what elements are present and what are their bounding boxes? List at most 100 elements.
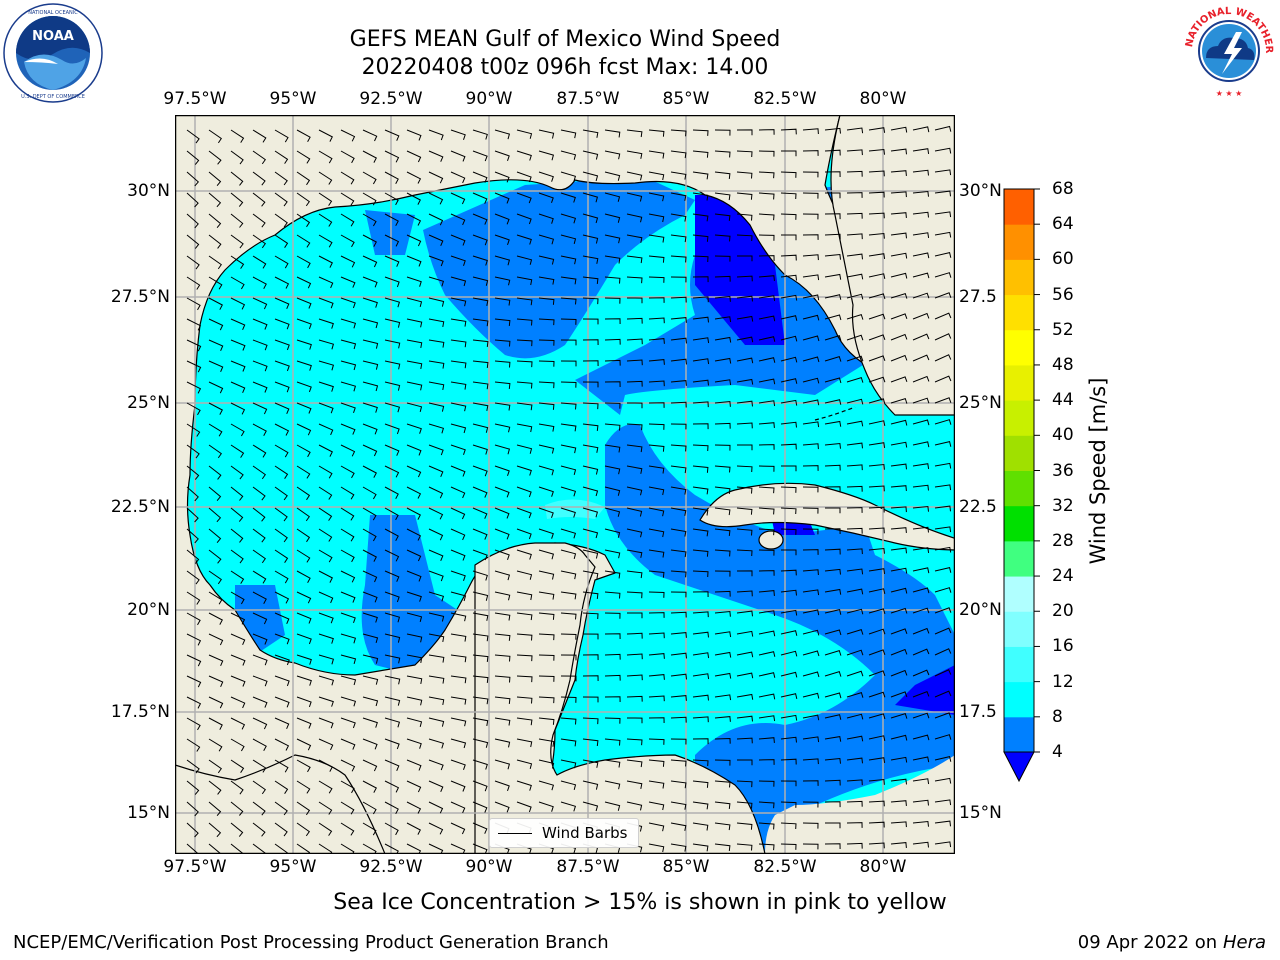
wind-barb [692,234,709,242]
wind-barb [670,738,687,745]
wind-barb [626,276,643,284]
wind-barb [692,150,709,158]
wind-barb [560,129,577,139]
wind-barb [340,171,355,185]
wind-barb [560,339,577,346]
wind-barb [648,234,665,243]
wind-barb [560,528,577,539]
wind-barb [208,570,222,585]
wind-barb [912,211,929,218]
wind-barb [846,127,864,134]
wind-barb [406,192,421,205]
wind-barb [736,737,753,744]
wind-barb [384,339,401,349]
wind-barb [714,590,731,597]
wind-barb [714,759,731,766]
wind-barb [494,486,510,498]
wind-barb [824,294,842,300]
wind-barb [736,422,753,429]
wind-barb [890,252,908,259]
wind-barb [318,780,333,794]
wind-barb [516,486,532,498]
wind-barb [560,717,577,725]
wind-barb [780,780,797,787]
wind-barb [912,820,929,827]
wind-barb [802,507,819,514]
wind-barb [802,294,820,301]
wind-barb [384,780,400,793]
wind-barb [494,192,510,204]
wind-barb [472,465,488,477]
wind-barb [714,843,731,851]
wind-barb [780,650,798,657]
wind-barb [252,654,268,666]
wind-barb [472,507,488,519]
wind-barb [626,129,643,138]
wind-barb [428,444,444,456]
colorbar-under-arrow [1003,751,1035,783]
wind-barb [538,738,555,747]
wind-barb [494,360,511,368]
colorbar-band [1004,470,1034,507]
wind-barb [714,737,731,744]
wind-barb [934,292,952,299]
wind-barb [406,759,422,771]
wind-barb [736,486,753,494]
wind-barb [362,738,378,750]
wind-barb [758,780,775,787]
wind-barb [780,736,797,743]
wind-barb [714,336,732,343]
wind-barb [494,129,511,140]
wind-barb [538,654,555,661]
wind-barb [736,378,754,385]
wind-barb [604,738,621,746]
wind-barb [582,507,599,518]
wind-barb [736,150,753,158]
wind-barb [670,591,687,598]
wind-barb [714,213,731,221]
wind-barb [648,192,665,202]
wind-barb [252,486,266,501]
wind-barb [781,234,797,241]
wind-barb [472,423,489,433]
wind-barb [230,255,245,269]
wind-barb [538,318,555,326]
wind-barb [318,549,333,563]
wind-barb [516,507,532,519]
wind-barb [472,360,489,368]
wind-barb [890,126,908,133]
wind-barb [296,486,311,501]
wind-barb [494,696,511,704]
wind-barb [714,507,731,516]
wind-barb [516,339,533,347]
wind-barb [296,633,312,645]
wind-barb [934,755,952,762]
wind-barb [318,591,334,604]
wind-barb [868,293,886,300]
wind-barb [186,402,201,416]
wind-barb [384,591,400,603]
wind-barb [846,568,864,575]
wind-barb [252,297,268,310]
wind-barb [472,486,488,498]
lat-tick-right: 20°N [959,600,1002,620]
wind-barb [582,717,599,725]
wind-barb [362,486,377,500]
wind-barb [846,355,864,362]
wind-barb [670,673,687,680]
lat-tick-right: 17.5 [959,702,997,722]
wind-barb [626,717,643,724]
wind-barb [406,402,423,413]
wind-barb [824,608,842,615]
wind-barb [428,402,445,412]
wind-barb [494,150,510,161]
wind-barb [626,423,643,431]
wind-barb [494,528,510,540]
wind-barb [362,654,379,664]
wind-barb [934,777,952,784]
wind-barb [252,339,268,351]
wind-barb [274,150,289,164]
wind-barb [274,213,288,228]
wind-barb [582,297,599,305]
wind-barb [692,171,709,180]
